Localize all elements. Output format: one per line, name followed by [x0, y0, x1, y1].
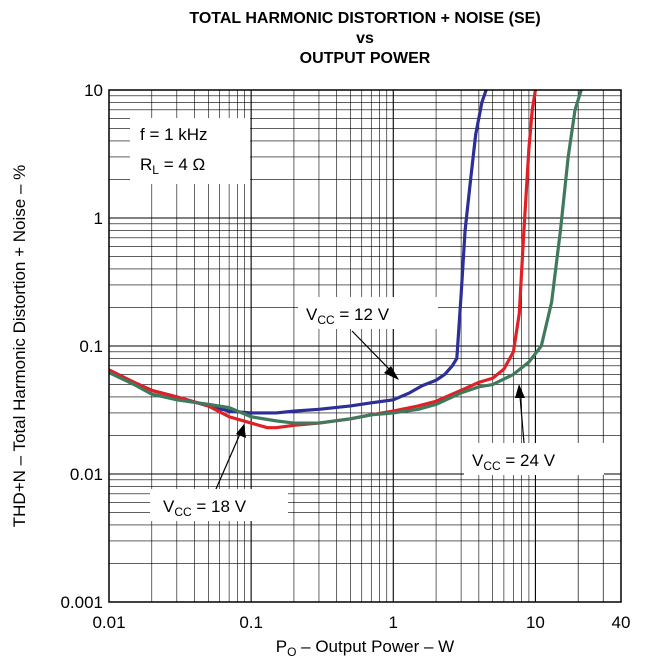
annotation-vcc-18-rest: = 18 V: [192, 497, 247, 516]
y-tick-label-0: 0.001: [60, 593, 103, 612]
annotation-vcc-24-label: VCC = 24 V: [472, 451, 556, 473]
x-tick-label-0: 0.01: [92, 613, 125, 632]
y-axis-label: THD+N – Total Harmonic Distortion + Nois…: [10, 165, 29, 528]
y-tick-label-3: 1: [94, 209, 103, 228]
annotation-vcc-12: VCC = 12 V: [298, 297, 438, 380]
y-tick-label-2: 0.1: [79, 337, 103, 356]
series-line-3: [109, 90, 583, 425]
x-axis-label-main: P: [276, 637, 287, 656]
y-tick-label-1: 0.01: [70, 465, 103, 484]
plot-frame: [108, 89, 622, 603]
annotation-vcc-12-rest: = 12 V: [335, 305, 390, 324]
x-tick-label-1: 0.1: [239, 613, 263, 632]
annotation-vcc-18-sub: CC: [174, 505, 192, 519]
series-group: [109, 90, 583, 430]
annotation-vcc-24-rest: = 24 V: [501, 451, 556, 470]
annotation-vcc-24-sub: CC: [483, 459, 501, 473]
annotation-vcc-18-label: VCC = 18 V: [163, 497, 247, 519]
annotation-vcc-12-sub: CC: [317, 313, 335, 327]
annotation-vcc-24-box: [464, 443, 604, 475]
condition-load-rest: = 4 Ω: [159, 155, 205, 174]
annotation-vcc-12-main: V: [306, 305, 318, 324]
chart-title-line-1: TOTAL HARMONIC DISTORTION + NOISE (SE): [189, 10, 540, 27]
annotation-vcc-18: VCC = 18 V: [150, 424, 288, 521]
annotation-vcc-24-arrow-line: [519, 395, 525, 444]
annotation-vcc-12-box: [298, 297, 438, 329]
condition-load-main: R: [140, 155, 152, 174]
annotation-vcc-24-arrowhead: [515, 384, 525, 398]
annotation-vcc-18-box: [150, 489, 288, 521]
x-axis-label-sub: O: [287, 645, 296, 659]
y-tick-label-4: 10: [84, 81, 103, 100]
annotation-vcc-12-arrow-line: [351, 330, 393, 373]
x-tick-label-3: 10: [526, 613, 545, 632]
annotation-vcc-18-arrowhead: [236, 424, 246, 438]
x-tick-label-2: 1: [389, 613, 398, 632]
annotation-vcc-24-main: V: [472, 451, 484, 470]
chart-title-line-2: vs: [356, 30, 374, 47]
condition-frequency: f = 1 kHz: [140, 125, 208, 144]
condition-load: RL = 4 Ω: [140, 155, 205, 177]
x-axis-label: PO – Output Power – W: [276, 637, 454, 659]
x-axis-label-rest: – Output Power – W: [296, 637, 454, 656]
annotation-vcc-24: VCC = 24 V: [464, 384, 604, 475]
annotation-vcc-12-label: VCC = 12 V: [306, 305, 390, 327]
conditions-box: [130, 118, 250, 184]
chart-title-line-3: OUTPUT POWER: [300, 50, 431, 67]
annotation-vcc-18-arrow-line: [215, 433, 241, 490]
annotation-vcc-12-arrowhead: [384, 366, 399, 380]
condition-load-sub: L: [152, 163, 159, 177]
annotation-vcc-18-main: V: [163, 497, 175, 516]
x-tick-label-4: 40: [612, 613, 631, 632]
